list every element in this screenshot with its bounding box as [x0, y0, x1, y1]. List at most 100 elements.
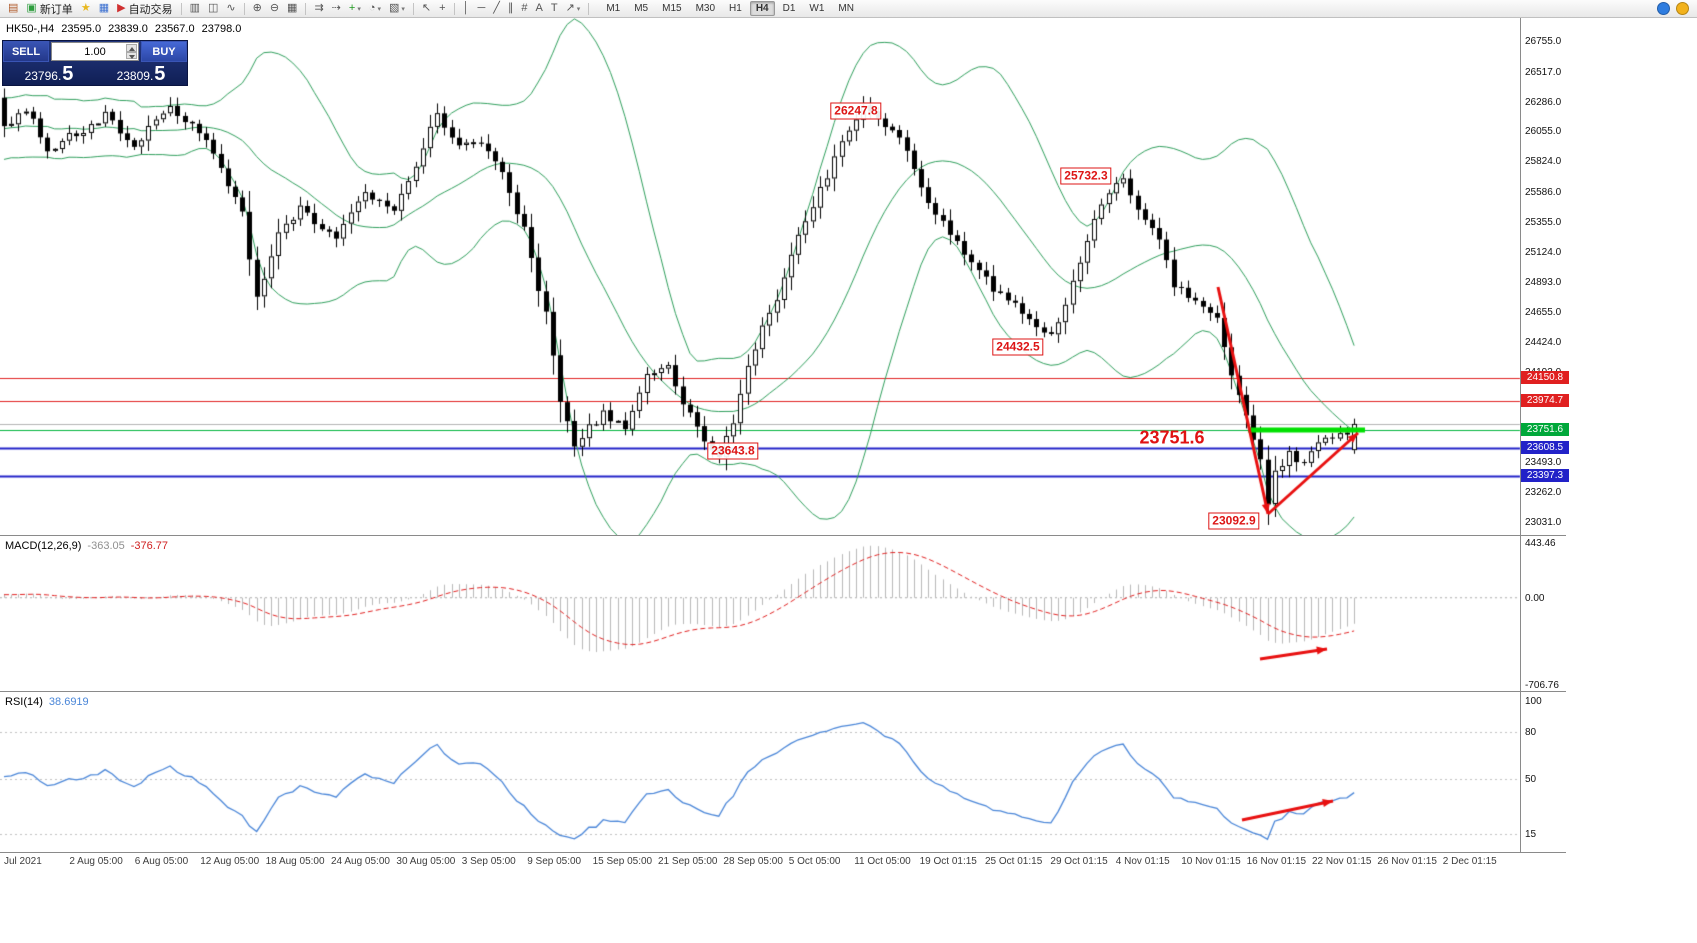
text-icon[interactable]: A: [535, 2, 543, 14]
rsi-indicator-label: RSI(14) 38.6919: [5, 696, 89, 708]
periods-icon[interactable]: ◔ ▾: [368, 2, 381, 14]
new-chart-icon[interactable]: ▤: [8, 2, 19, 14]
cursor-icon[interactable]: ↖: [421, 2, 432, 14]
crosshair-icon[interactable]: +: [439, 2, 446, 14]
ohlc-close: 23798.0: [201, 23, 242, 35]
volume-value[interactable]: 1.00: [84, 45, 106, 58]
price-tag: 23751.6: [1521, 422, 1569, 436]
time-axis-label: 15 Sep 05:00: [592, 856, 653, 867]
time-axis-label: 24 Aug 05:00: [331, 856, 390, 867]
timeframe-d1[interactable]: D1: [782, 3, 796, 14]
chart-shift-icon[interactable]: ⇢: [331, 2, 341, 14]
community-icon[interactable]: [1657, 2, 1670, 15]
buy-button[interactable]: BUY: [141, 41, 187, 62]
timeframe-h1[interactable]: H1: [729, 3, 742, 14]
chart-price-annotation[interactable]: 24432.5: [992, 338, 1044, 356]
main-toolbar: ▤ ▣ 新订单 ★ ▦ ▶ 自动交易 ▥ ◫ ∿ ⊕ ⊖ ▦ ⇉ ⇢ + ▾ ◔ ▾ ▧ ▾ ↖ + │ ─ ╱ ∥ # A T ↗ ▾ M1…: [0, 0, 1697, 18]
macd-axis-label: 443.46: [1525, 538, 1556, 549]
time-axis-label: 16 Nov 01:15: [1246, 856, 1307, 867]
favorites-icon[interactable]: ★: [80, 2, 91, 14]
timeframe-m15[interactable]: M15: [662, 3, 682, 14]
main-chart-canvas[interactable]: [0, 18, 1697, 535]
arrows-tool-icon[interactable]: ↗ ▾: [565, 2, 581, 14]
timeframe-m30[interactable]: M30: [695, 3, 716, 14]
time-axis-label: 29 Oct 01:15: [1050, 856, 1108, 867]
time-axis-label: 3 Sep 05:00: [461, 856, 516, 867]
price-axis-label: 25355.0: [1525, 216, 1562, 228]
ohlc-open: 23595.0: [61, 23, 102, 35]
auto-trading-button[interactable]: ▶ 自动交易: [117, 2, 173, 16]
sell-price-main: 23796.: [24, 69, 62, 83]
timeframe-h4[interactable]: H4: [749, 1, 775, 16]
price-axis-label: 25586.0: [1525, 186, 1562, 198]
new-order-button[interactable]: ▣ 新订单: [26, 2, 73, 16]
time-axis-label: Jul 2021: [4, 856, 42, 867]
vertical-line-icon[interactable]: │: [462, 2, 470, 14]
time-axis-label: 28 Sep 05:00: [723, 856, 783, 867]
chart-price-annotation[interactable]: 23643.8: [707, 442, 759, 460]
support-level-big-label[interactable]: 23751.6: [1139, 427, 1205, 448]
timeframe-m5[interactable]: M5: [634, 3, 649, 14]
panel-separator[interactable]: [0, 691, 1566, 692]
rsi-indicator-canvas[interactable]: [0, 693, 1697, 852]
indicators-icon[interactable]: + ▾: [348, 2, 361, 14]
market-watch-icon[interactable]: ▦: [98, 2, 110, 14]
price-axis-border[interactable]: [1520, 18, 1521, 852]
macd-signal-value: -376.77: [130, 540, 169, 552]
price-axis-label: 24424.0: [1525, 337, 1562, 349]
sell-price[interactable]: 23796. 5: [3, 62, 95, 85]
price-axis-label: 23031.0: [1525, 517, 1562, 528]
fibonacci-icon[interactable]: #: [521, 2, 528, 14]
volume-up-button[interactable]: [126, 44, 137, 52]
zoom-out-icon[interactable]: ⊖: [269, 2, 280, 14]
time-axis-label: 11 Oct 05:00: [854, 856, 911, 867]
volume-input[interactable]: 1.00: [51, 42, 139, 61]
bar-chart-icon[interactable]: ▥: [189, 2, 200, 14]
label-icon[interactable]: T: [550, 2, 558, 14]
line-chart-icon[interactable]: ∿: [226, 2, 236, 14]
zoom-in-icon[interactable]: ⊕: [252, 2, 262, 14]
templates-icon[interactable]: ▧ ▾: [389, 2, 405, 14]
horizontal-line-icon[interactable]: ─: [477, 2, 486, 14]
panel-separator[interactable]: [0, 535, 1566, 536]
time-axis-label: 30 Aug 05:00: [396, 856, 456, 867]
macd-axis-label: -706.76: [1525, 680, 1559, 691]
chart-price-annotation[interactable]: 23092.9: [1208, 512, 1260, 530]
timeframe-mn[interactable]: MN: [838, 3, 854, 14]
time-axis-label: 19 Oct 01:15: [919, 856, 977, 867]
time-axis-label: 26 Nov 01:15: [1377, 856, 1437, 867]
time-axis-label: 10 Nov 01:15: [1181, 856, 1241, 867]
price-axis-label: 23262.0: [1525, 487, 1562, 499]
tile-windows-icon[interactable]: ▦: [287, 2, 298, 14]
candlestick-chart-icon[interactable]: ◫: [207, 2, 219, 14]
trendline-icon[interactable]: ╱: [493, 2, 500, 14]
chart-price-annotation[interactable]: 26247.8: [830, 102, 882, 120]
rsi-axis-label: 100: [1525, 696, 1542, 707]
price-axis-label: 26055.0: [1525, 126, 1562, 138]
macd-indicator-canvas[interactable]: [0, 537, 1697, 691]
price-axis-label: 24893.0: [1525, 276, 1562, 288]
price-axis-label: 26755.0: [1525, 36, 1562, 47]
panel-separator[interactable]: [0, 852, 1566, 853]
buy-price[interactable]: 23809. 5: [95, 62, 187, 85]
auto-scroll-icon[interactable]: ⇉: [314, 2, 324, 14]
notification-icon[interactable]: [1676, 2, 1689, 15]
chart-price-annotation[interactable]: 25732.3: [1060, 167, 1112, 185]
rsi-axis-label: 80: [1525, 727, 1537, 739]
timeframe-w1[interactable]: W1: [809, 3, 825, 14]
symbol-period-label: HK50-,H4: [6, 23, 55, 35]
rsi-axis-label: 50: [1525, 774, 1537, 785]
toolbar-separator: [305, 2, 307, 15]
timeframe-m1[interactable]: M1: [606, 3, 621, 14]
channel-icon[interactable]: ∥: [507, 2, 514, 14]
time-axis-label: 6 Aug 05:00: [134, 856, 189, 867]
macd-name: MACD(12,26,9): [5, 540, 82, 552]
toolbar-items: ▤ ▣ 新订单 ★ ▦ ▶ 自动交易 ▥ ◫ ∿ ⊕ ⊖ ▦ ⇉ ⇢ + ▾ ◔ ▾ ▧ ▾ ↖ + │ ─ ╱ ∥ # A T ↗ ▾: [4, 1, 593, 16]
volume-down-button[interactable]: [126, 51, 137, 59]
price-tag: 23974.7: [1521, 394, 1569, 408]
price-axis-label: 25824.0: [1525, 156, 1562, 168]
rsi-value: 38.6919: [48, 696, 89, 708]
time-axis[interactable]: Jul 2021 2 Aug 05:00 6 Aug 05:00 12 Aug 05:…: [0, 856, 1697, 870]
sell-button[interactable]: SELL: [3, 41, 49, 62]
